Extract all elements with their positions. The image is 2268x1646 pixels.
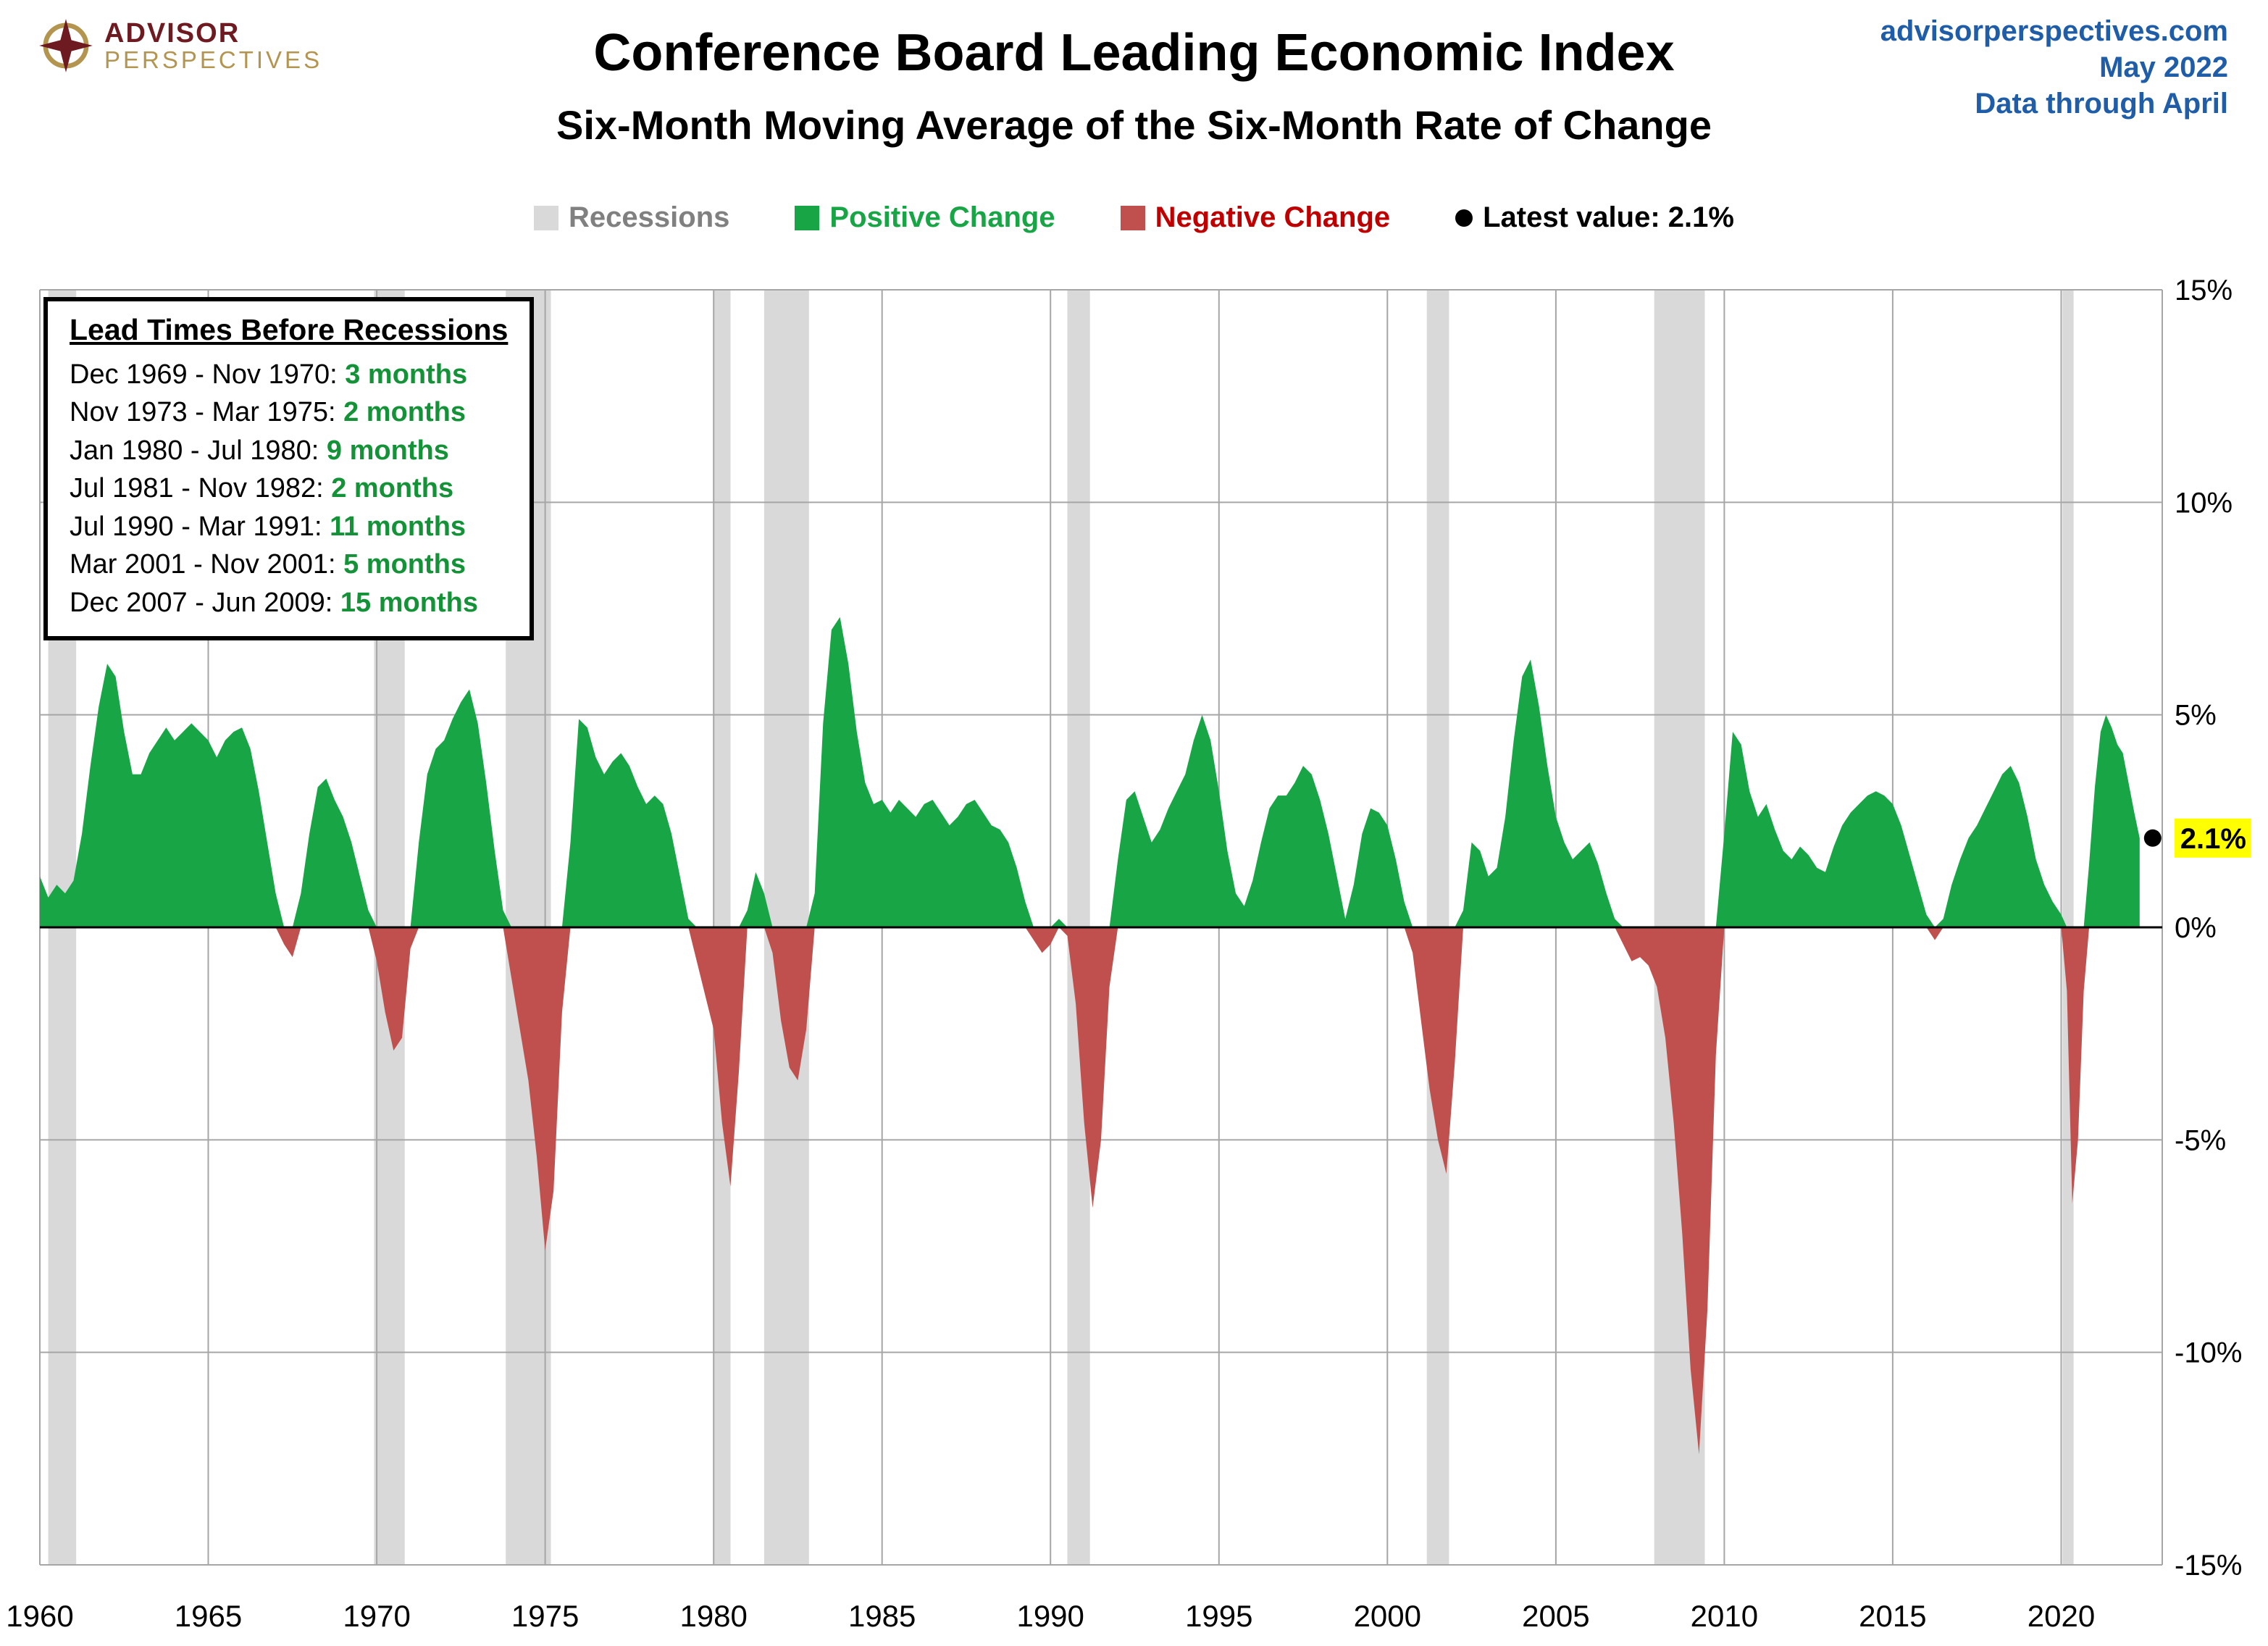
lead-times-rows: Dec 1969 - Nov 1970: 3 months Nov 1973 - … bbox=[70, 356, 508, 622]
negative-area bbox=[40, 927, 2140, 1455]
x-tick-label: 1965 bbox=[175, 1599, 242, 1633]
legend-label: Positive Change bbox=[829, 201, 1055, 233]
x-tick-label: 1975 bbox=[511, 1599, 579, 1633]
latest-value-highlight bbox=[2174, 818, 2251, 858]
lead-time-row: Mar 2001 - Nov 2001: 5 months bbox=[70, 549, 466, 580]
lead-times-box: Lead Times Before Recessions Dec 1969 - … bbox=[43, 297, 535, 641]
lead-time-row: Jul 1990 - Mar 1991: 11 months bbox=[70, 511, 466, 542]
lead-time-row: Dec 2007 - Jun 2009: 15 months bbox=[70, 587, 478, 618]
legend-item-1: Positive Change bbox=[795, 201, 1055, 234]
latest-value-label: 2.1% bbox=[2180, 823, 2246, 855]
x-tick-label: 2000 bbox=[1354, 1599, 1421, 1633]
x-tick-label: 1985 bbox=[848, 1599, 916, 1633]
x-tick-label: 1980 bbox=[679, 1599, 747, 1633]
y-tick-label: 15% bbox=[2175, 275, 2233, 306]
x-tick-label: 2015 bbox=[1859, 1599, 1926, 1633]
x-tick-label: 1995 bbox=[1185, 1599, 1252, 1633]
lead-times-title: Lead Times Before Recessions bbox=[70, 313, 509, 346]
lead-time-row: Jan 1980 - Jul 1980: 9 months bbox=[70, 435, 449, 466]
source-note: Data through April bbox=[1975, 88, 2228, 120]
compass-icon bbox=[39, 19, 93, 72]
legend-item-3: Latest value: 2.1% bbox=[1455, 201, 1734, 234]
x-tick-label: 1960 bbox=[6, 1599, 73, 1633]
legend-label: Recessions bbox=[569, 201, 730, 233]
source-site: advisorperspectives.com bbox=[1880, 15, 2228, 47]
lead-time-row: Jul 1981 - Nov 1982: 2 months bbox=[70, 473, 454, 504]
legend-item-0: Recessions bbox=[534, 201, 729, 234]
lead-time-row: Nov 1973 - Mar 1975: 2 months bbox=[70, 397, 466, 428]
legend-square-icon bbox=[1120, 205, 1145, 230]
chart-area: Lead Times Before Recessions Dec 1969 - … bbox=[0, 261, 2268, 1646]
lei-chart: 15% 10% 5% 0% -5% -10% -15% 1960 1965 1970 1975 198… bbox=[6, 275, 2251, 1633]
legend-square-icon bbox=[534, 205, 559, 230]
legend-label: Negative Change bbox=[1155, 201, 1391, 233]
source-date: May 2022 bbox=[2099, 51, 2228, 83]
y-tick-label: 10% bbox=[2175, 487, 2233, 519]
advisor-perspectives-logo: ADVISOR PERSPECTIVES bbox=[38, 17, 322, 74]
positive-area bbox=[40, 617, 2140, 927]
source-block: advisorperspectives.com May 2022 Data th… bbox=[1880, 13, 2228, 122]
chart-legend: Recessions Positive Change Negative Change… bbox=[0, 201, 2268, 234]
logo-line1: ADVISOR bbox=[104, 17, 240, 49]
latest-value-dot bbox=[2143, 829, 2162, 847]
x-tick-label: 2005 bbox=[1522, 1599, 1589, 1633]
page-subtitle: Six-Month Moving Average of the Six-Mont… bbox=[556, 102, 1712, 148]
header: ADVISOR PERSPECTIVES Conference Board Le… bbox=[0, 0, 2268, 261]
legend-dot-icon bbox=[1455, 209, 1473, 227]
x-tick-label: 2020 bbox=[2028, 1599, 2095, 1633]
y-tick-label: -5% bbox=[2175, 1124, 2226, 1156]
legend-square-icon bbox=[795, 205, 820, 230]
logo-line2: PERSPECTIVES bbox=[104, 46, 323, 73]
lead-time-row: Dec 1969 - Nov 1970: 3 months bbox=[70, 359, 468, 390]
legend-item-2: Negative Change bbox=[1120, 201, 1391, 234]
y-tick-label: 0% bbox=[2175, 912, 2217, 944]
y-tick-label: 5% bbox=[2175, 700, 2217, 732]
page-title: Conference Board Leading Economic Index bbox=[593, 24, 1675, 82]
x-tick-label: 1990 bbox=[1016, 1599, 1084, 1633]
x-tick-label: 2010 bbox=[1691, 1599, 1758, 1633]
legend-label: Latest value: 2.1% bbox=[1483, 201, 1734, 233]
y-tick-label: -15% bbox=[2175, 1550, 2242, 1582]
y-tick-label: -10% bbox=[2175, 1337, 2242, 1369]
x-tick-label: 1970 bbox=[343, 1599, 410, 1633]
